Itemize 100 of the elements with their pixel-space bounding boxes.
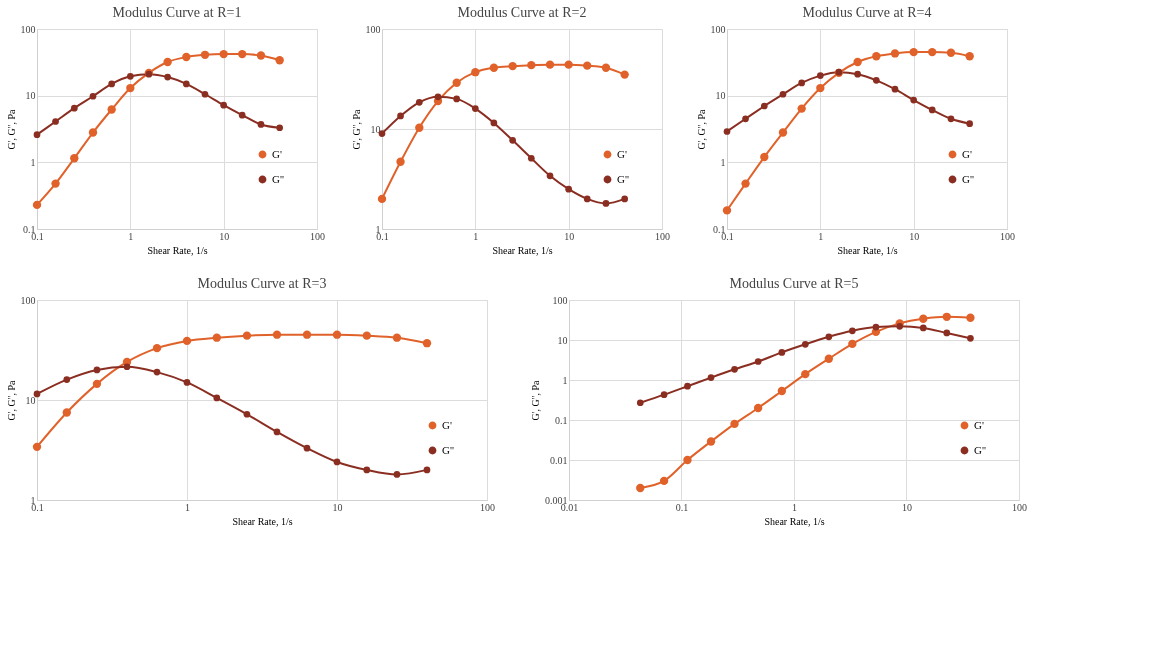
- x-tick-label: 10: [902, 501, 912, 513]
- point: [872, 323, 880, 331]
- point: [471, 105, 479, 112]
- y-axis-title: G', G'', Pa: [530, 380, 541, 421]
- y-tick-label: 10: [25, 394, 36, 406]
- x-tick-label: 1: [818, 230, 824, 242]
- point: [601, 63, 611, 72]
- point: [51, 179, 60, 188]
- point: [508, 61, 517, 71]
- y-axis-title: G', G'', Pa: [695, 109, 707, 150]
- point: [212, 333, 221, 342]
- point: [942, 312, 951, 321]
- point: [243, 410, 251, 418]
- point: [302, 330, 312, 339]
- point: [62, 408, 71, 417]
- point: [753, 403, 763, 413]
- y-tick-label: 100: [20, 23, 36, 35]
- point: [636, 483, 645, 493]
- x-tick-label: 100: [480, 501, 495, 513]
- point: [722, 206, 732, 215]
- point: [798, 79, 806, 87]
- point: [220, 101, 228, 109]
- point: [636, 399, 644, 407]
- point: [238, 49, 247, 59]
- y-tick-label: 10: [25, 90, 36, 102]
- chart-title: Modulus Curve at R=3: [197, 276, 327, 291]
- y-axis-title: G', G'', Pa: [5, 380, 17, 421]
- x-tick-label: 1: [473, 230, 479, 242]
- point: [153, 368, 161, 376]
- point: [854, 70, 861, 78]
- point: [219, 49, 228, 59]
- point: [967, 335, 974, 342]
- point: [684, 382, 691, 390]
- x-tick-label: 100: [310, 230, 325, 242]
- x-tick-label: 100: [655, 230, 670, 242]
- point: [741, 179, 750, 188]
- point: [452, 78, 461, 87]
- point: [583, 195, 591, 203]
- point: [742, 115, 749, 123]
- point: [509, 137, 516, 144]
- point: [423, 466, 431, 474]
- point: [70, 104, 78, 112]
- point: [182, 80, 190, 88]
- point: [778, 128, 788, 137]
- point: [965, 52, 974, 61]
- chart-title: Modulus Curve at R=5: [729, 276, 859, 291]
- point: [93, 366, 101, 374]
- y-tick-label: 100: [365, 23, 381, 35]
- point: [620, 70, 629, 79]
- point: [943, 329, 951, 337]
- y-axis-title: G', G'', Pa: [350, 109, 362, 150]
- point: [242, 331, 252, 340]
- y-tick-label: 1: [30, 156, 36, 168]
- point: [946, 48, 956, 57]
- point: [564, 60, 573, 69]
- point: [853, 57, 862, 67]
- point: [275, 56, 284, 65]
- point: [422, 339, 432, 348]
- point: [910, 96, 918, 104]
- point: [947, 115, 955, 123]
- x-tick-label: 10: [219, 230, 230, 242]
- x-axis-title: Shear Rate, 1/s: [764, 515, 825, 527]
- point: [825, 333, 833, 341]
- point: [213, 394, 221, 402]
- point: [801, 369, 810, 379]
- x-tick-label: 10: [332, 501, 343, 513]
- legend-label: G': [272, 147, 282, 160]
- point: [453, 95, 461, 103]
- point: [583, 61, 592, 70]
- point: [377, 194, 387, 204]
- x-tick-label: 1: [792, 501, 797, 513]
- x-tick-label: 1: [185, 501, 190, 513]
- point: [966, 120, 974, 128]
- y-tick-label: 0.01: [550, 454, 568, 466]
- point: [52, 118, 59, 125]
- point: [928, 47, 937, 57]
- point: [471, 68, 480, 77]
- point: [33, 131, 41, 139]
- point: [872, 52, 881, 61]
- y-tick-label: 1: [720, 156, 726, 168]
- x-axis-title: Shear Rate, 1/s: [232, 515, 293, 527]
- point: [272, 330, 282, 339]
- y-tick-label: 100: [20, 294, 36, 306]
- point: [434, 93, 442, 101]
- legend-label: G': [974, 418, 984, 431]
- y-tick-label: 1: [562, 374, 568, 386]
- y-axis-title: G', G'', Pa: [5, 109, 17, 150]
- legend-label: G'': [442, 443, 454, 456]
- point: [816, 83, 825, 93]
- point: [200, 50, 210, 59]
- point: [527, 154, 535, 162]
- x-axis-title: Shear Rate, 1/s: [147, 244, 208, 256]
- point: [777, 386, 787, 396]
- point: [303, 444, 311, 452]
- legend-label: G'': [962, 172, 974, 185]
- legend-label: G': [962, 147, 972, 160]
- point: [824, 354, 834, 363]
- chart-title: Modulus Curve at R=4: [802, 5, 932, 20]
- point: [363, 466, 371, 474]
- point: [890, 49, 900, 58]
